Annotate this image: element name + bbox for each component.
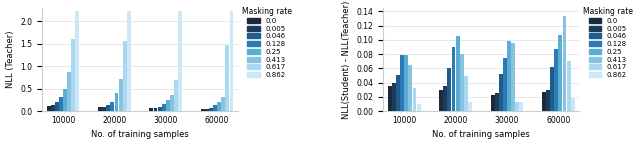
Bar [460, 54, 464, 111]
Bar [520, 102, 524, 111]
Bar [201, 109, 205, 111]
Bar [102, 107, 106, 111]
Bar [392, 83, 396, 111]
X-axis label: No. of training samples: No. of training samples [433, 130, 530, 139]
Bar [67, 72, 71, 111]
Bar [225, 45, 229, 111]
Bar [71, 39, 76, 111]
Bar [495, 93, 499, 111]
Bar [515, 102, 519, 111]
Y-axis label: NLL(Student) - NLL(Teacher): NLL(Student) - NLL(Teacher) [342, 0, 351, 119]
Bar [566, 61, 571, 111]
Bar [413, 88, 417, 111]
Bar [571, 98, 575, 111]
Bar [162, 104, 166, 111]
Bar [499, 74, 503, 111]
Bar [546, 90, 550, 111]
Bar [157, 107, 161, 111]
Bar [230, 11, 234, 111]
Bar [98, 107, 102, 111]
Bar [217, 102, 221, 111]
Legend: 0.0, 0.005, 0.046, 0.128, 0.25, 0.413, 0.617, 0.862: 0.0, 0.005, 0.046, 0.128, 0.25, 0.413, 0… [581, 6, 634, 79]
Bar [174, 80, 178, 111]
Bar [63, 89, 67, 111]
Bar [559, 35, 563, 111]
Bar [550, 67, 554, 111]
Bar [388, 86, 392, 111]
Bar [166, 100, 170, 111]
Bar [511, 43, 515, 111]
Bar [118, 79, 122, 111]
Bar [468, 102, 472, 111]
Bar [47, 106, 51, 111]
Bar [59, 97, 63, 111]
Legend: 0.0, 0.005, 0.046, 0.128, 0.25, 0.413, 0.617, 0.862: 0.0, 0.005, 0.046, 0.128, 0.25, 0.413, 0… [240, 6, 293, 79]
Bar [115, 93, 118, 111]
Bar [452, 47, 456, 111]
Bar [417, 104, 420, 111]
Bar [154, 108, 157, 111]
Bar [51, 105, 54, 111]
Bar [55, 102, 59, 111]
Bar [123, 41, 127, 111]
X-axis label: No. of training samples: No. of training samples [92, 130, 189, 139]
Bar [106, 105, 110, 111]
Bar [209, 108, 213, 111]
Bar [456, 36, 460, 111]
Bar [170, 95, 174, 111]
Bar [447, 68, 451, 111]
Bar [213, 105, 217, 111]
Bar [178, 11, 182, 111]
Bar [127, 11, 131, 111]
Bar [396, 75, 400, 111]
Bar [400, 56, 404, 111]
Bar [542, 92, 546, 111]
Bar [491, 95, 495, 111]
Bar [507, 41, 511, 111]
Bar [444, 86, 447, 111]
Bar [464, 76, 468, 111]
Bar [76, 11, 79, 111]
Bar [110, 102, 115, 111]
Bar [554, 49, 558, 111]
Bar [205, 109, 209, 111]
Y-axis label: NLL (Teacher): NLL (Teacher) [6, 31, 15, 88]
Bar [221, 97, 225, 111]
Bar [404, 56, 408, 111]
Bar [503, 58, 507, 111]
Bar [408, 65, 412, 111]
Bar [150, 108, 154, 111]
Bar [439, 90, 443, 111]
Bar [563, 16, 566, 111]
